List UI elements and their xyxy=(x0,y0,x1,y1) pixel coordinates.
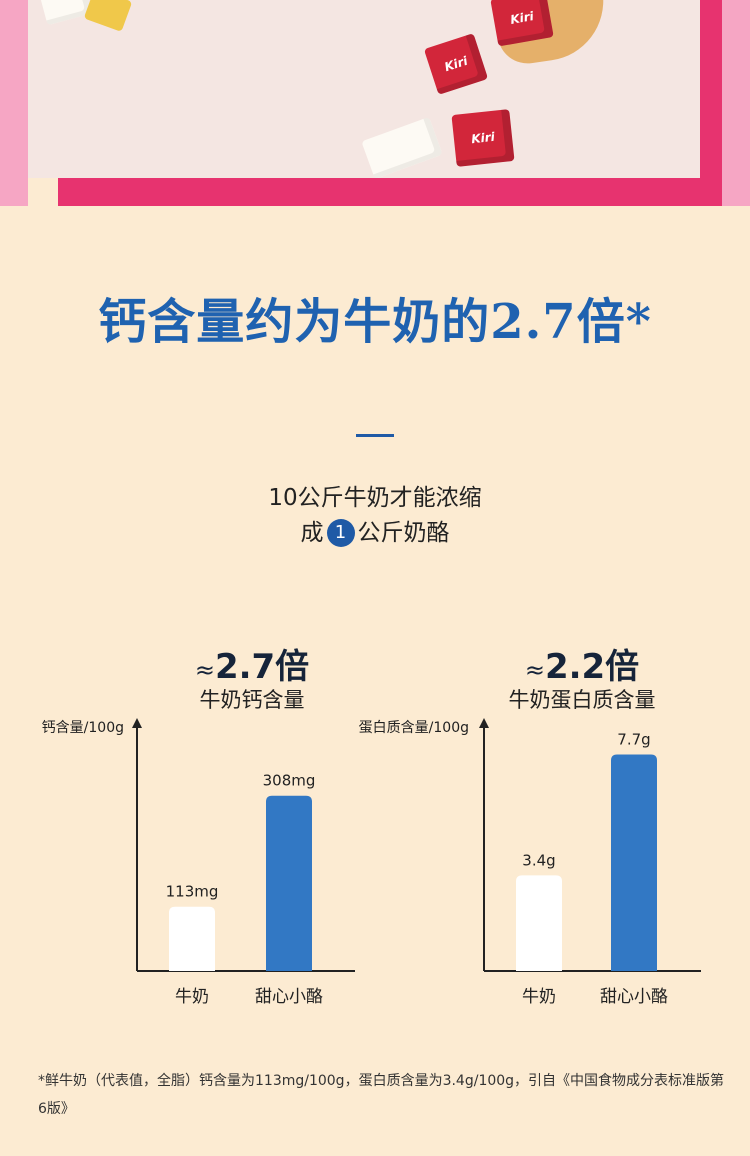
ratio-heading: ≈2.7倍 xyxy=(195,647,309,687)
bar-milk xyxy=(169,906,215,971)
y-axis-arrow xyxy=(132,718,142,728)
bar-value-label: 3.4g xyxy=(522,851,555,869)
cheese-cube-white xyxy=(37,0,93,26)
category-label: 甜心小酪 xyxy=(255,987,323,1007)
cube-brand-label: Kiri xyxy=(509,9,535,27)
cheese-cube-red: Kiri xyxy=(451,109,515,167)
category-label: 甜心小酪 xyxy=(600,987,668,1007)
subtitle-line-2: 成 1 公斤奶酪 xyxy=(0,513,750,547)
divider xyxy=(356,434,394,437)
y-axis-label: 钙含量/100g xyxy=(42,720,124,736)
chart-subtitle: 牛奶钙含量 xyxy=(200,688,305,712)
y-axis-arrow xyxy=(479,718,489,728)
approx-symbol: ≈ xyxy=(525,656,545,684)
subtitle-line-2-suffix: 公斤奶酪 xyxy=(357,520,450,546)
circled-number-badge: 1 xyxy=(326,519,355,547)
banner-pink-border-left xyxy=(0,0,28,206)
bar-value-label: 113mg xyxy=(166,883,219,901)
cheese-cube-white xyxy=(361,116,443,178)
chart-subtitle: 牛奶蛋白质含量 xyxy=(509,688,656,712)
comparison-charts: ≈2.7倍牛奶钙含量钙含量/100g113mg牛奶308mg甜心小酪≈2.2倍牛… xyxy=(42,647,701,1007)
cheese-cube-yellow xyxy=(83,0,133,32)
y-axis-label: 蛋白质含量/100g xyxy=(359,720,469,736)
subtitle-line-2-prefix: 成 xyxy=(300,520,324,546)
ratio-heading: ≈2.2倍 xyxy=(525,647,639,687)
banner-magenta-frame-bottom xyxy=(58,178,722,206)
bar-cheese xyxy=(611,754,657,971)
banner-photo-area: Kiri Kiri Kiri xyxy=(0,0,750,206)
product-photo: Kiri Kiri Kiri xyxy=(28,0,700,178)
ratio-value: 2.7倍 xyxy=(215,647,309,687)
banner-magenta-frame-side xyxy=(700,0,722,206)
footnote: *鲜牛奶（代表值，全脂）钙含量为113mg/100g，蛋白质含量为3.4g/10… xyxy=(38,1073,725,1117)
cube-brand-label: Kiri xyxy=(442,53,470,75)
banner-pink-border-right xyxy=(722,0,750,206)
bar-cheese xyxy=(266,795,312,971)
category-label: 牛奶 xyxy=(175,987,209,1007)
bar-value-label: 308mg xyxy=(263,772,316,790)
ratio-value: 2.2倍 xyxy=(545,647,639,687)
category-label: 牛奶 xyxy=(522,987,556,1007)
bar-milk xyxy=(516,875,562,971)
subtitle-line-1: 10公斤牛奶才能浓缩 xyxy=(268,485,482,511)
approx-symbol: ≈ xyxy=(195,656,215,684)
headline: 钙含量约为牛奶的2.7倍* xyxy=(98,294,652,350)
bar-value-label: 7.7g xyxy=(617,730,650,748)
cube-brand-label: Kiri xyxy=(470,129,496,147)
cheese-cube-red: Kiri xyxy=(423,33,489,95)
